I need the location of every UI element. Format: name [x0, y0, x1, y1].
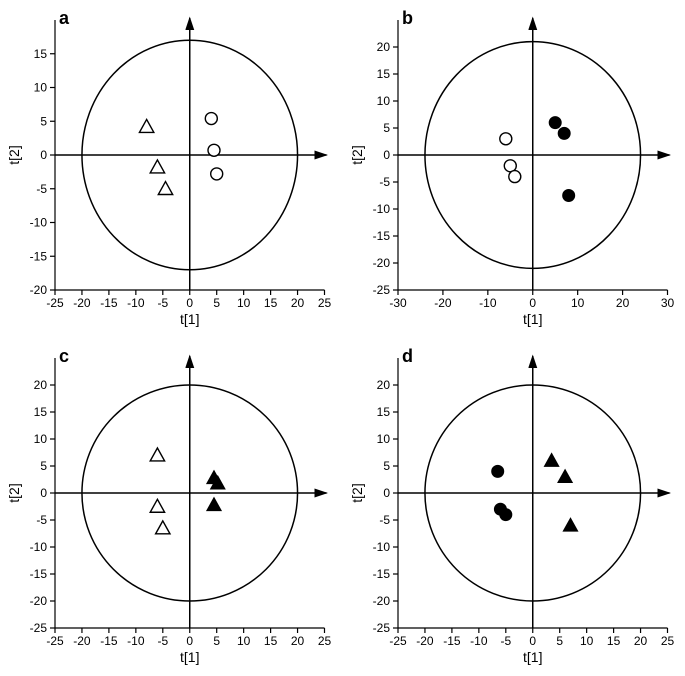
x-tick-label: -5	[157, 634, 168, 648]
x-tick-label: -25	[46, 296, 64, 310]
x-tick-label: 10	[579, 634, 593, 648]
x-tick-label: -15	[100, 634, 118, 648]
x-tick-label: 10	[570, 296, 584, 310]
y-tick-label: 5	[383, 121, 390, 135]
x-tick-label: -5	[500, 634, 511, 648]
y-tick-label: -10	[372, 540, 390, 554]
x-tick-label: 5	[556, 634, 563, 648]
x-tick-label: 20	[615, 296, 629, 310]
panel-label: d	[402, 346, 413, 366]
x-tick-label: 30	[660, 296, 674, 310]
scatter-plot-c: c -25 -20 -15 -10 -5 0 5 10 15 20 25 -25 -20 -15 -10 -5 0…	[0, 338, 343, 676]
x-tick-label: 0	[186, 296, 193, 310]
y-tick-label: -15	[30, 249, 48, 263]
y-tick-label: -10	[30, 216, 48, 230]
y-tick-label: -25	[372, 283, 390, 297]
y-tick-label: 15	[34, 405, 48, 419]
x-tick-label: 20	[633, 634, 647, 648]
x-tick-label: 20	[291, 634, 305, 648]
x-tick-label: 5	[213, 296, 220, 310]
y-tick-label: 20	[376, 378, 390, 392]
x-axis-label: t[1]	[523, 649, 542, 665]
y-tick-label: -15	[372, 567, 390, 581]
x-tick-label: 20	[291, 296, 305, 310]
y-tick-label: 5	[40, 459, 47, 473]
y-tick-label: -20	[30, 283, 48, 297]
y-tick-label: 0	[40, 148, 47, 162]
panel-c: c -25 -20 -15 -10 -5 0 5 10 15 20 25 -25 -20 -15 -10 -5 0…	[0, 338, 343, 676]
panel-d: d -25 -20 -15 -10 -5 0 5 10 15 20 25 -25 -20 -15 -10 -5 0…	[343, 338, 685, 676]
x-tick-label: -10	[470, 634, 488, 648]
panel-label: b	[402, 8, 413, 28]
y-axis-label: t[2]	[349, 483, 365, 502]
panel-b: b -30 -20 -10 0 10 20 30 -25 -20 -15 -10 -5 0 5 10 15 20 t…	[343, 0, 685, 338]
x-axis-label: t[1]	[180, 649, 199, 665]
x-tick-label: 15	[264, 296, 278, 310]
x-tick-label: -20	[73, 296, 91, 310]
x-tick-label: -25	[389, 634, 407, 648]
x-tick-label: -20	[434, 296, 452, 310]
y-tick-label: 15	[376, 67, 390, 81]
x-tick-label: 25	[318, 634, 332, 648]
y-tick-label: 20	[376, 40, 390, 54]
y-tick-label: 20	[34, 378, 48, 392]
y-tick-label: -20	[30, 594, 48, 608]
x-tick-label: -10	[479, 296, 497, 310]
x-tick-label: -30	[389, 296, 407, 310]
panel-a: a-25-20-15-10-50510152025-20-15-10-50510…	[0, 0, 343, 338]
scatter-plot-a: a-25-20-15-10-50510152025-20-15-10-50510…	[0, 0, 343, 338]
x-tick-label: 0	[186, 634, 193, 648]
panel-label: c	[59, 346, 69, 366]
x-tick-label: 25	[318, 296, 332, 310]
x-tick-label: -10	[127, 296, 145, 310]
y-tick-label: -10	[372, 202, 390, 216]
y-tick-label: -5	[379, 175, 390, 189]
scatter-plot-b: b -30 -20 -10 0 10 20 30 -25 -20 -15 -10 -5 0 5 10 15 20 t…	[343, 0, 685, 338]
y-tick-label: -20	[372, 256, 390, 270]
y-tick-label: -25	[30, 621, 48, 635]
y-tick-label: -5	[36, 182, 47, 196]
x-axis-label: t[1]	[523, 311, 542, 327]
y-tick-label: 15	[34, 47, 48, 61]
y-tick-label: -15	[30, 567, 48, 581]
y-tick-label: -5	[36, 513, 47, 527]
y-tick-label: 10	[376, 94, 390, 108]
y-tick-label: -10	[30, 540, 48, 554]
panel-grid: a-25-20-15-10-50510152025-20-15-10-50510…	[0, 0, 685, 676]
y-tick-label: -15	[372, 229, 390, 243]
y-tick-label: 0	[40, 486, 47, 500]
x-tick-label: 5	[213, 634, 220, 648]
y-tick-label: 10	[376, 432, 390, 446]
y-tick-label: -20	[372, 594, 390, 608]
y-tick-label: -25	[372, 621, 390, 635]
x-tick-label: 0	[529, 296, 536, 310]
x-tick-label: -10	[127, 634, 145, 648]
x-tick-label: 10	[237, 634, 251, 648]
x-tick-label: -15	[443, 634, 461, 648]
y-axis-label: t[2]	[6, 483, 22, 502]
x-tick-label: 0	[529, 634, 536, 648]
y-tick-label: 5	[40, 114, 47, 128]
x-tick-label: -25	[46, 634, 64, 648]
y-axis-label: t[2]	[6, 145, 22, 164]
scatter-plot-d: d -25 -20 -15 -10 -5 0 5 10 15 20 25 -25 -20 -15 -10 -5 0…	[343, 338, 685, 676]
x-axis-label: t[1]	[180, 311, 199, 327]
x-tick-label: 10	[237, 296, 251, 310]
y-tick-label: 10	[34, 432, 48, 446]
x-tick-label: -20	[73, 634, 91, 648]
x-tick-label: 15	[606, 634, 620, 648]
y-tick-label: 5	[383, 459, 390, 473]
y-tick-label: 15	[376, 405, 390, 419]
x-tick-label: 15	[264, 634, 278, 648]
y-tick-label: 0	[383, 148, 390, 162]
y-tick-label: -5	[379, 513, 390, 527]
panel-label: a	[59, 8, 70, 28]
y-tick-label: 10	[34, 81, 48, 95]
y-tick-label: 0	[383, 486, 390, 500]
x-tick-label: -20	[416, 634, 434, 648]
x-tick-label: -5	[157, 296, 168, 310]
y-axis-label: t[2]	[349, 145, 365, 164]
x-tick-label: -15	[100, 296, 118, 310]
x-tick-label: 25	[660, 634, 674, 648]
